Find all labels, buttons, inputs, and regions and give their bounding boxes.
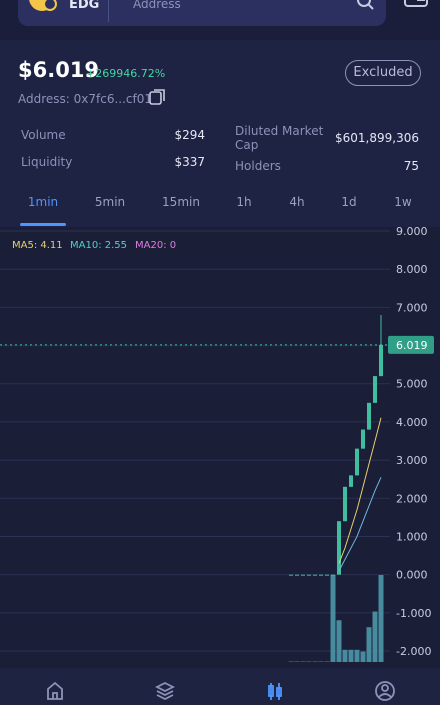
nav-layers[interactable]	[154, 681, 176, 701]
volume-bar	[378, 575, 384, 662]
candle-body	[355, 448, 359, 476]
volume-bar	[288, 661, 294, 662]
y-tick-label: -1.000	[396, 607, 431, 620]
chart-bg	[0, 227, 440, 668]
candle-body	[361, 429, 365, 449]
ma-line	[338, 477, 382, 572]
address: Address: 0x7fc6...cf01	[18, 92, 153, 106]
candle-body	[379, 344, 383, 377]
ma-label: MA10: 2.55	[70, 240, 127, 251]
y-tick-label: 2.000	[396, 492, 428, 505]
ma-label: MA5: 4.11	[12, 240, 63, 251]
volume-bar	[348, 649, 354, 662]
volume-bar	[342, 649, 348, 662]
volume-bar	[336, 620, 342, 662]
search-box[interactable]	[18, 0, 386, 26]
y-tick-label: 3.000	[396, 454, 428, 467]
volume-bar	[300, 661, 306, 662]
candle-body	[367, 402, 371, 430]
y-tick-label: -2.000	[396, 645, 431, 658]
stat-label: Holders	[235, 159, 281, 173]
stat-label: Diluted Market Cap	[235, 124, 324, 152]
price-change: +269946.72%	[86, 67, 166, 80]
divider	[108, 0, 109, 22]
bottom-nav	[0, 668, 440, 705]
candle-body	[301, 574, 305, 576]
timeframe-tab[interactable]: 1h	[236, 195, 252, 209]
volume-bar	[354, 649, 360, 662]
timeframe-tab[interactable]: 1min	[27, 195, 59, 209]
stat-value: $337	[174, 155, 205, 169]
stat-label: Liquidity	[21, 155, 73, 169]
candle-body	[337, 521, 341, 575]
stat-label: Volume	[21, 128, 66, 142]
candle-body	[349, 475, 353, 487]
candle-body	[307, 574, 311, 576]
volume-bar	[294, 661, 300, 662]
candle-body	[331, 574, 335, 576]
ma-label: MA20: 0	[135, 240, 176, 251]
y-tick-label: 7.000	[396, 301, 428, 314]
volume-bar	[312, 661, 318, 662]
stat-value: 75	[403, 159, 419, 173]
tab-underline	[20, 223, 66, 226]
nav-home[interactable]	[47, 681, 63, 700]
token-symbol: EDG	[69, 0, 100, 12]
candle-body	[295, 574, 299, 576]
y-tick-label: 0.000	[396, 569, 428, 582]
search-placeholder[interactable]: Address	[133, 0, 181, 11]
y-tick-label: 5.000	[396, 378, 428, 391]
search-icon[interactable]	[356, 0, 376, 16]
stat-value: $294	[174, 128, 205, 142]
candle-body	[289, 574, 293, 576]
token-logo	[29, 0, 57, 11]
y-tick-label: 1.000	[396, 530, 428, 543]
ma-line	[338, 417, 382, 564]
copy-icon[interactable]	[148, 88, 170, 108]
candle-body	[325, 574, 329, 576]
wallet-icon[interactable]	[402, 0, 432, 16]
y-tick-label: 8.000	[396, 263, 428, 276]
timeframe-tab[interactable]: 15min	[162, 195, 200, 209]
timeframe-tab[interactable]: 4h	[289, 195, 305, 209]
price: $6.019	[18, 58, 100, 82]
candle-body	[343, 486, 347, 522]
candle-body	[373, 376, 377, 403]
volume-bar	[318, 661, 324, 662]
volume-bar	[372, 611, 378, 662]
timeframe-tab[interactable]: 1w	[394, 195, 412, 209]
y-tick-label: 9.000	[396, 225, 428, 238]
timeframe-tab[interactable]: 5min	[94, 195, 126, 209]
stat-value: $601,899,306	[335, 131, 419, 145]
y-tick-label: 4.000	[396, 416, 428, 429]
volume-bar	[330, 575, 336, 662]
volume-bar	[366, 627, 372, 662]
volume-bar	[360, 651, 366, 662]
nav-chart[interactable]	[268, 683, 282, 700]
timeframe-tab[interactable]: 1d	[341, 195, 357, 209]
volume-bar	[306, 661, 312, 662]
volume-bar	[324, 661, 330, 662]
candle-body	[319, 574, 323, 576]
excluded-button[interactable]: Excluded	[345, 60, 421, 86]
nav-profile[interactable]	[375, 681, 395, 701]
last-price-label: 6.019	[396, 339, 428, 352]
last-price-box	[388, 335, 434, 354]
candle-body	[313, 574, 317, 576]
